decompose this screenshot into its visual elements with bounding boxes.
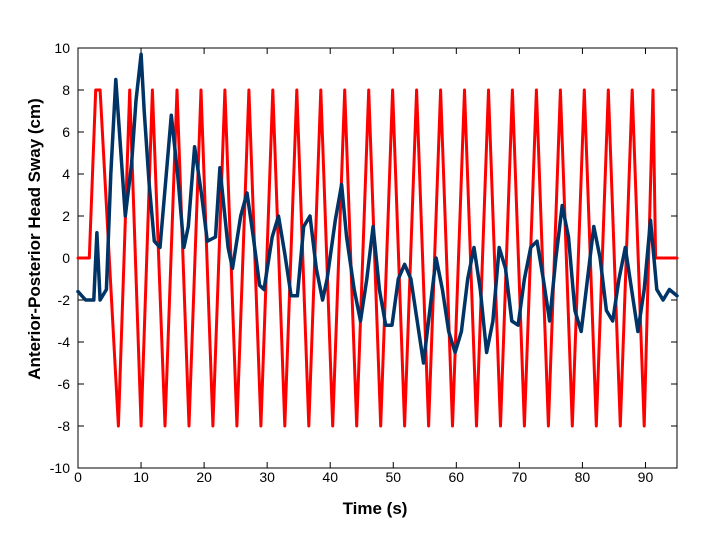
y-tick-label: 4 xyxy=(62,166,70,182)
x-axis-title: Time (s) xyxy=(343,499,408,518)
x-tick-label: 50 xyxy=(385,469,401,485)
x-tick-label: 10 xyxy=(133,469,149,485)
y-tick-label: -4 xyxy=(58,334,71,350)
y-tick-label: 10 xyxy=(54,40,70,56)
y-axis: 10 8 6 4 2 0 -2 -4 -6 -8 -10 xyxy=(50,40,677,476)
y-tick-label: 8 xyxy=(62,82,70,98)
y-tick-label: -6 xyxy=(58,376,71,392)
x-tick-label: 40 xyxy=(322,469,338,485)
y-tick-label: 2 xyxy=(62,208,70,224)
y-tick-label: 0 xyxy=(62,250,70,266)
x-axis: 0 10 20 30 40 50 60 70 80 90 xyxy=(74,48,653,485)
y-tick-label: 6 xyxy=(62,124,70,140)
y-tick-label: -8 xyxy=(58,418,71,434)
y-tick-label: -10 xyxy=(50,460,70,476)
x-tick-label: 20 xyxy=(196,469,212,485)
series-layer xyxy=(76,52,679,428)
x-tick-label: 30 xyxy=(259,469,275,485)
head-sway-series-line xyxy=(76,52,679,365)
x-tick-label: 60 xyxy=(449,469,465,485)
y-axis-title: Anterior-Posterior Head Sway (cm) xyxy=(25,98,44,380)
x-tick-label: 70 xyxy=(512,469,528,485)
x-tick-label: 90 xyxy=(638,469,654,485)
y-tick-label: -2 xyxy=(58,292,71,308)
x-tick-label: 80 xyxy=(575,469,591,485)
x-tick-label: 0 xyxy=(74,469,82,485)
